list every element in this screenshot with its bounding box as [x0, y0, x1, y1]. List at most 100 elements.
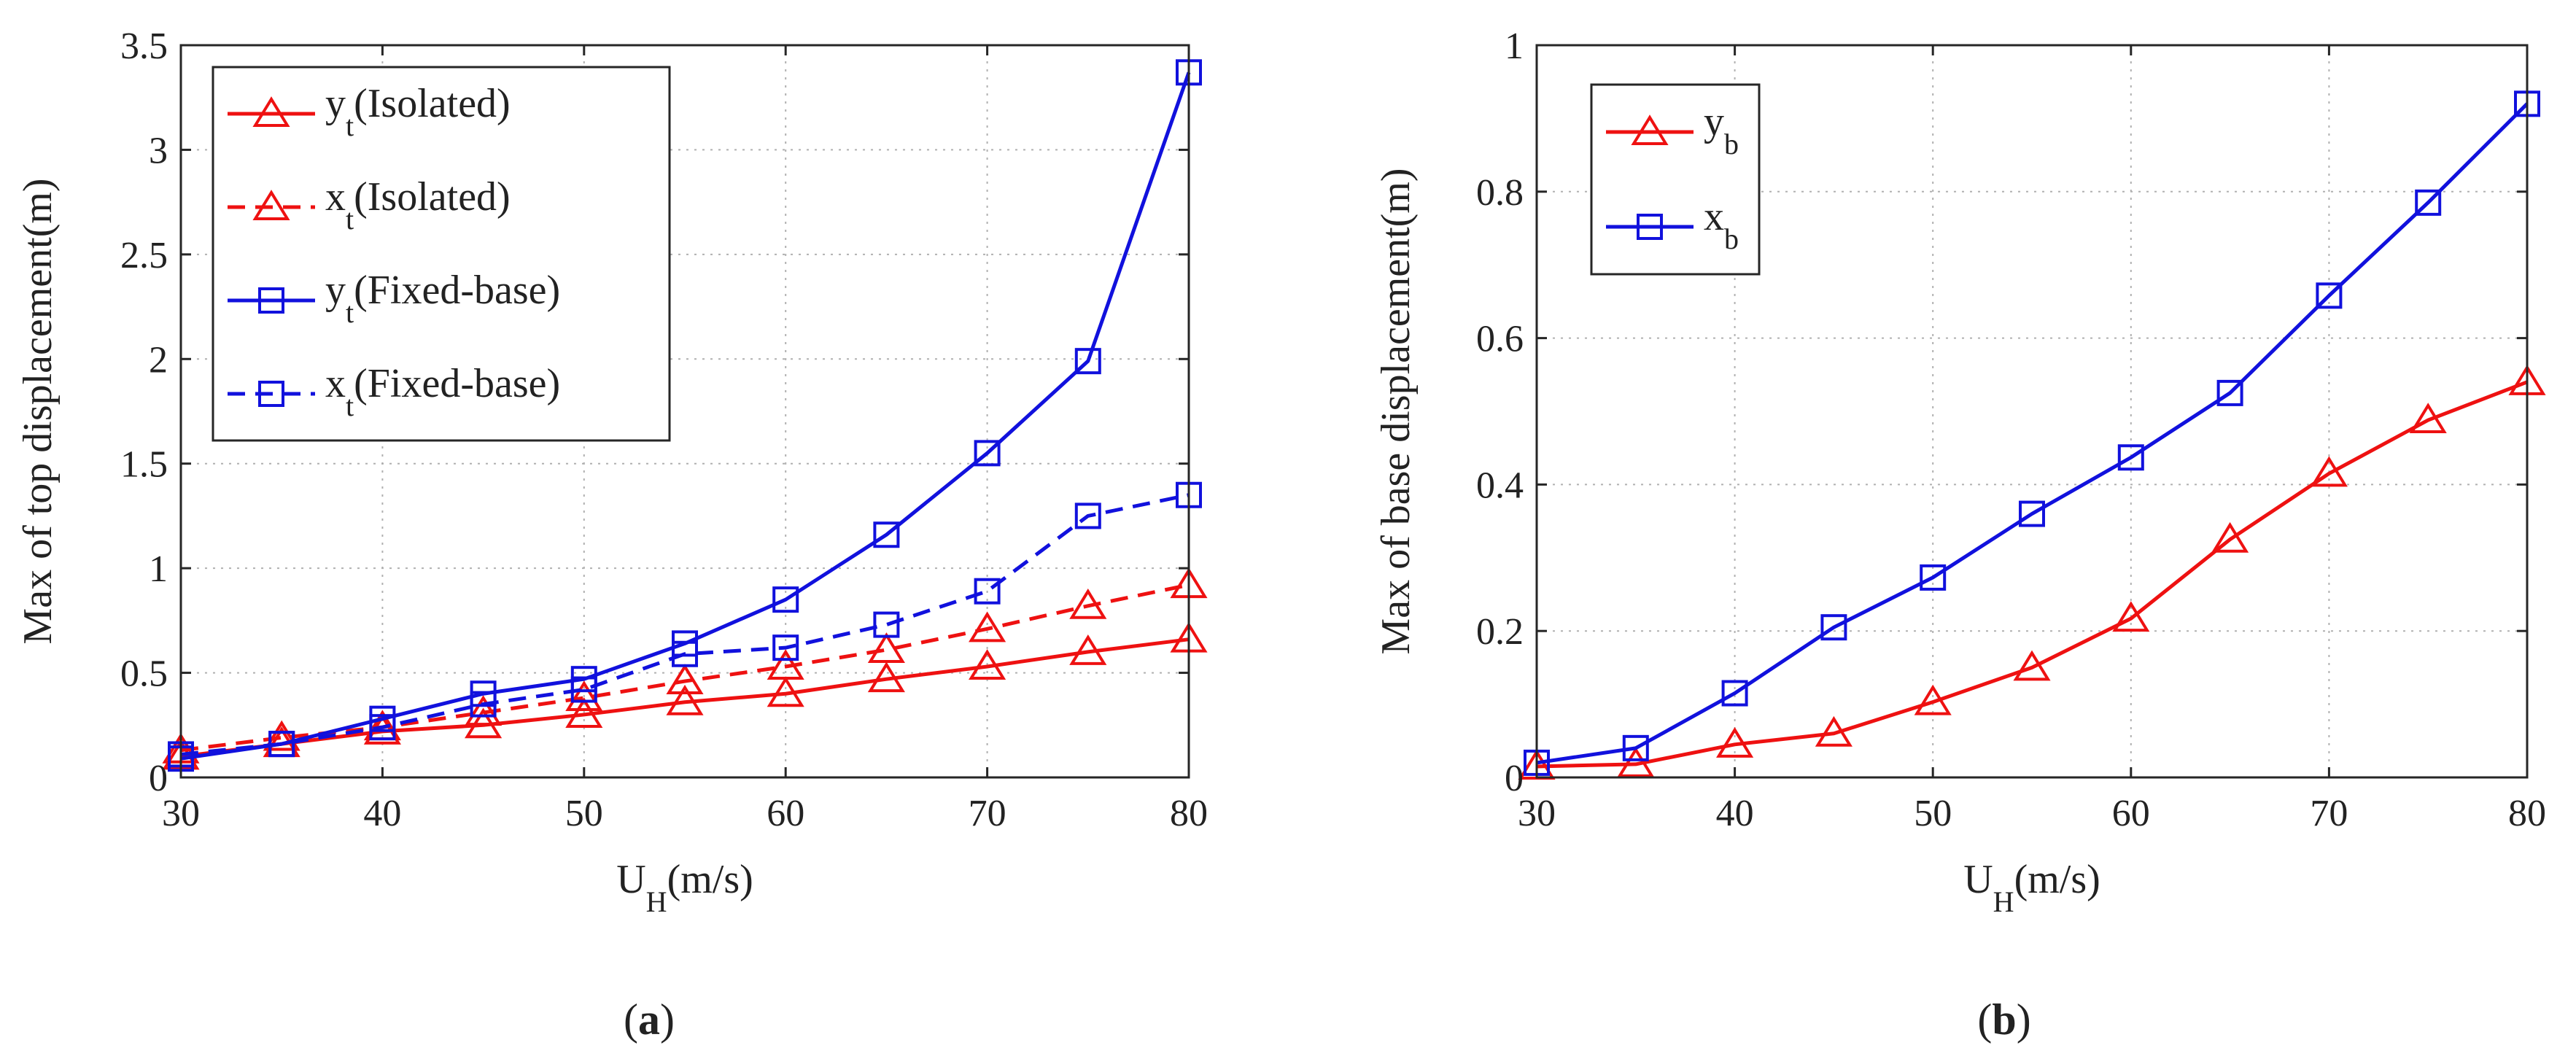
data-point [369, 714, 396, 741]
data-point [666, 684, 704, 715]
data-point [672, 640, 698, 667]
panel-caption: (b) [1977, 995, 2030, 1044]
x-tick-label: 50 [1914, 793, 1952, 834]
series-line-4 [180, 493, 1190, 756]
x-tick-label: 60 [2112, 793, 2150, 834]
series-line-1 [1536, 380, 2528, 769]
legend-label-1: yt(Isolated) [325, 81, 511, 142]
panel-caption: (a) [624, 995, 675, 1044]
series-line-2 [180, 583, 1190, 753]
data-point [2112, 601, 2150, 632]
y-tick-label: 3.5 [120, 26, 168, 67]
legend-box [1590, 83, 1761, 276]
legend-marker [258, 287, 284, 314]
data-point [1617, 747, 1655, 777]
legend-marker [1637, 214, 1663, 240]
series-line-1 [180, 637, 1190, 758]
data-point [465, 695, 503, 726]
data-point [1716, 726, 1754, 758]
axes-box [1535, 44, 2529, 779]
data-point [974, 578, 1001, 605]
data-point [772, 586, 799, 613]
data-point [772, 634, 799, 661]
legend-marker [1631, 114, 1669, 145]
data-point [1069, 634, 1107, 665]
y-tick-label: 0.5 [120, 653, 168, 695]
y-tick-label: 3 [149, 130, 168, 171]
data-point [1069, 588, 1107, 619]
legend-label-1: yb [1704, 99, 1739, 160]
y-axis-label: Max of top displacement(m) [15, 178, 61, 644]
y-tick-label: 2 [149, 339, 168, 381]
data-point [2013, 650, 2051, 681]
data-point [263, 720, 300, 751]
x-tick-label: 80 [2508, 793, 2546, 834]
x-tick-label: 30 [1518, 793, 1556, 834]
data-point [867, 632, 905, 664]
y-tick-label: 1 [149, 548, 168, 590]
data-point [1721, 680, 1748, 707]
data-point [666, 664, 704, 695]
data-point [1074, 348, 1101, 375]
y-tick-label: 0.8 [1476, 172, 1524, 214]
data-point [1820, 614, 1847, 641]
data-point [767, 676, 804, 707]
data-point [1815, 715, 1853, 747]
legend-label-4: xt(Fixed-base) [325, 361, 560, 422]
data-point [1920, 564, 1947, 591]
x-tick-label: 70 [2310, 793, 2348, 834]
axes-box [179, 44, 1190, 779]
y-axis-label: Max of base displacement(m) [1373, 168, 1419, 654]
data-point [969, 649, 1006, 680]
data-point [2310, 456, 2348, 487]
legend-marker [252, 96, 290, 127]
data-point [867, 661, 905, 693]
x-axis-label: UH(m/s) [616, 857, 753, 918]
y-tick-label: 0.2 [1476, 611, 1524, 653]
x-tick-label: 70 [969, 793, 1006, 834]
data-point [2409, 403, 2447, 434]
y-tick-label: 0.6 [1476, 319, 1524, 360]
data-point [767, 649, 804, 680]
data-point [565, 680, 603, 711]
legend-label-2: xb [1704, 194, 1739, 255]
y-tick-label: 2.5 [120, 235, 168, 276]
data-point [1074, 502, 1101, 529]
data-point [974, 440, 1001, 467]
x-tick-label: 80 [1170, 793, 1208, 834]
data-point [1914, 684, 1952, 715]
legend-marker [258, 381, 284, 407]
data-point [2216, 379, 2243, 406]
y-tick-label: 0 [149, 758, 168, 799]
data-point [873, 611, 900, 638]
x-tick-label: 30 [162, 793, 200, 834]
x-tick-label: 50 [565, 793, 603, 834]
data-point [2211, 521, 2249, 553]
series-line-2 [1536, 102, 2529, 765]
data-point [1622, 734, 1649, 761]
data-point [2415, 189, 2442, 216]
data-point [969, 611, 1006, 642]
chart-panel-b: 30 40 50 60 70 80 0 0.2 0.4 0.6 0.8 1 UH(m/s) Max of … [1373, 26, 2546, 1044]
legend-label-3: yt(Fixed-base) [325, 268, 560, 329]
data-point [470, 691, 497, 718]
legend-box [212, 66, 671, 442]
legend: yb xb [1590, 83, 1761, 276]
x-axis-label: UH(m/s) [1963, 857, 2100, 918]
data-point [873, 521, 900, 548]
data-point [2117, 444, 2144, 471]
y-tick-label: 0.4 [1476, 465, 1524, 506]
x-tick-label: 40 [363, 793, 401, 834]
legend: yt(Isolated) xt(Isolated) yt(Fixed-base) xt… [212, 66, 671, 442]
y-tick-label: 0 [1505, 758, 1524, 799]
x-tick-label: 60 [767, 793, 804, 834]
x-tick-label: 40 [1716, 793, 1754, 834]
data-point [565, 697, 603, 728]
legend-marker [252, 190, 290, 220]
data-point [2316, 282, 2343, 309]
legend-label-2: xt(Isolated) [325, 174, 511, 236]
data-point [268, 731, 295, 758]
data-point [570, 676, 597, 703]
y-tick-label: 1 [1505, 26, 1524, 67]
